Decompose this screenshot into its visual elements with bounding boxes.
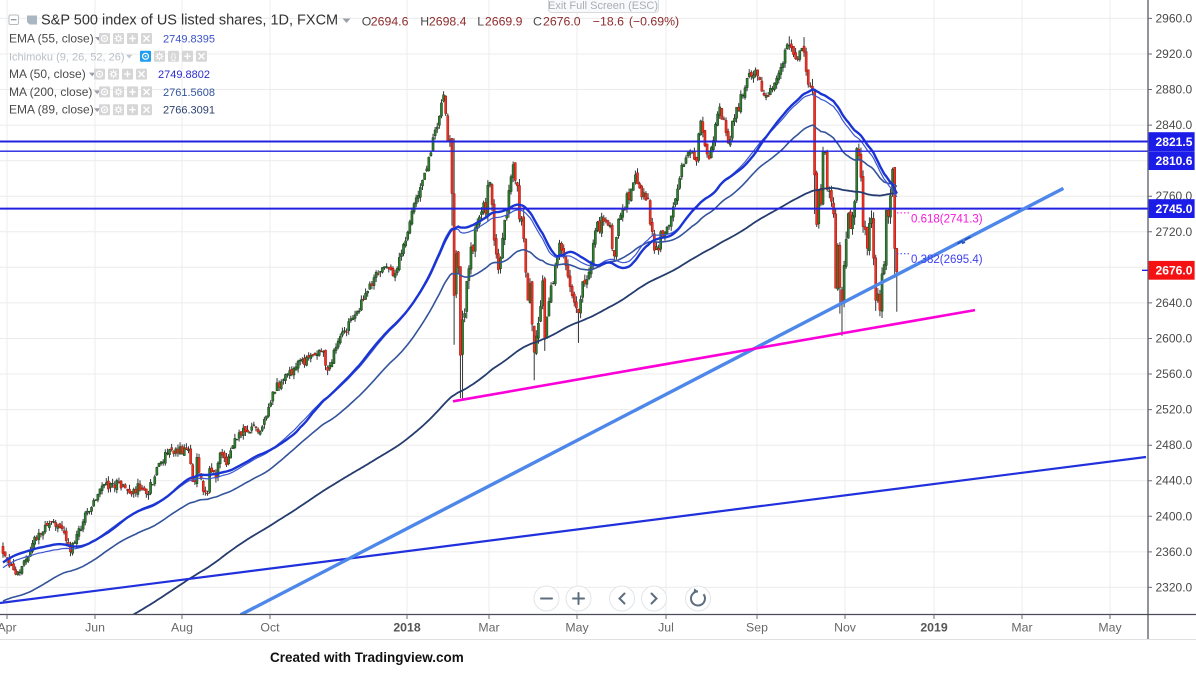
svg-text:Aug: Aug — [171, 621, 193, 635]
svg-text:2360.0: 2360.0 — [1156, 545, 1193, 559]
svg-text:2669.9: 2669.9 — [485, 14, 523, 28]
svg-text:C: C — [533, 14, 542, 28]
svg-text:Mar: Mar — [478, 621, 499, 635]
svg-text:2676.0: 2676.0 — [1156, 264, 1193, 278]
svg-text:Mar: Mar — [1011, 621, 1032, 635]
svg-text:H: H — [420, 14, 429, 28]
svg-text:2698.4: 2698.4 — [429, 14, 467, 28]
svg-text:Exit Full Screen (ESC): Exit Full Screen (ESC) — [548, 0, 658, 12]
svg-text:Nov: Nov — [834, 621, 857, 635]
svg-text:2400.0: 2400.0 — [1156, 509, 1193, 523]
svg-text:2600.0: 2600.0 — [1156, 332, 1193, 346]
svg-text:MA (50, close): MA (50, close) — [9, 67, 86, 81]
svg-text:2019: 2019 — [920, 621, 948, 635]
svg-text:2480.0: 2480.0 — [1156, 438, 1193, 452]
svg-text:{}: {} — [171, 52, 177, 62]
svg-text:MA (200, close): MA (200, close) — [9, 85, 92, 99]
svg-text:2920.0: 2920.0 — [1156, 47, 1193, 61]
svg-text:Jul: Jul — [658, 621, 674, 635]
svg-text:2676.0: 2676.0 — [543, 14, 581, 28]
svg-text:(−0.69%): (−0.69%) — [629, 14, 679, 28]
svg-text:Sep: Sep — [746, 621, 768, 635]
svg-text:2440.0: 2440.0 — [1156, 474, 1193, 488]
svg-text:2810.6: 2810.6 — [1156, 154, 1193, 168]
svg-text:2821.5: 2821.5 — [1156, 135, 1193, 149]
svg-text:2749.8395: 2749.8395 — [163, 34, 215, 46]
svg-text:Created with Tradingview.com: Created with Tradingview.com — [270, 650, 464, 665]
svg-text:2560.0: 2560.0 — [1156, 367, 1193, 381]
svg-text:S&P 500 index of US listed sha: S&P 500 index of US listed shares, 1D, F… — [41, 13, 338, 29]
svg-text:Jun: Jun — [85, 621, 105, 635]
svg-text:2745.0: 2745.0 — [1156, 202, 1193, 216]
svg-text:May: May — [1098, 621, 1122, 635]
svg-text:2880.0: 2880.0 — [1156, 83, 1193, 97]
svg-text:EMA (55, close): EMA (55, close) — [9, 32, 94, 46]
svg-text:2749.8802: 2749.8802 — [158, 69, 210, 81]
svg-text:2840.0: 2840.0 — [1156, 118, 1193, 132]
svg-text:2761.5608: 2761.5608 — [163, 87, 215, 99]
svg-text:Ichimoku (9, 26, 52, 26): Ichimoku (9, 26, 52, 26) — [9, 51, 125, 63]
svg-text:2320.0: 2320.0 — [1156, 580, 1193, 594]
svg-text:EMA (89, close): EMA (89, close) — [9, 103, 94, 117]
svg-text:−18.6: −18.6 — [593, 14, 624, 28]
svg-text:O: O — [362, 14, 372, 28]
svg-text:Oct: Oct — [260, 621, 280, 635]
svg-text:2766.3091: 2766.3091 — [163, 105, 215, 117]
svg-text:Apr: Apr — [0, 621, 17, 635]
svg-text:0.618(2741.3): 0.618(2741.3) — [911, 214, 983, 226]
svg-text:2640.0: 2640.0 — [1156, 296, 1193, 310]
svg-text:May: May — [565, 621, 589, 635]
svg-text:2520.0: 2520.0 — [1156, 403, 1193, 417]
svg-text:L: L — [477, 14, 484, 28]
svg-text:2018: 2018 — [393, 621, 421, 635]
svg-text:0.382(2695.4): 0.382(2695.4) — [911, 254, 983, 266]
svg-text:2694.6: 2694.6 — [371, 14, 409, 28]
svg-text:2720.0: 2720.0 — [1156, 225, 1193, 239]
svg-text:2960.0: 2960.0 — [1156, 11, 1193, 25]
